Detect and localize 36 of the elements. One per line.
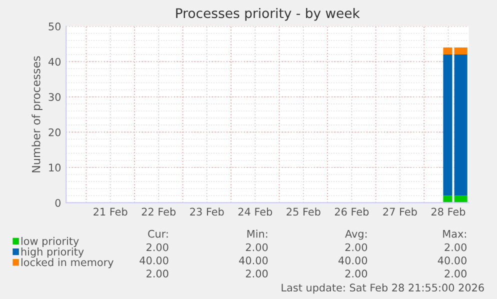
x-tick-label: 21 Feb: [94, 208, 128, 216]
y-tick-label: 20: [48, 128, 61, 136]
x-tick-label: 22 Feb: [142, 208, 176, 216]
x-tick-label: 26 Feb: [334, 208, 369, 216]
text: 2.00: [246, 270, 268, 278]
text: Cur:: [148, 230, 168, 238]
legend-label: low priority: [21, 236, 79, 248]
x-tick-label: 27 Feb: [383, 208, 417, 216]
y-tick-label: 0: [55, 198, 61, 207]
text: 2.00: [444, 270, 466, 278]
y-axis-title: Number of processes: [32, 56, 42, 172]
text: Last update: Sat Feb 28 21:55:00 2026: [282, 283, 484, 294]
x-tick-label: 24 Feb: [238, 208, 272, 216]
text: Min:: [247, 230, 268, 238]
x-tick-label: 25 Feb: [286, 208, 320, 216]
y-tick-label: 40: [48, 58, 61, 66]
x-tick-label: 23 Feb: [190, 208, 224, 216]
text: 2.00: [345, 243, 368, 252]
text: Avg:: [345, 230, 367, 240]
y-tick-label: 30: [48, 93, 61, 101]
text: 2.00: [444, 243, 466, 252]
text: 40.00: [140, 256, 168, 264]
x-tick-label: 28 Feb: [431, 208, 466, 216]
text: Max:: [443, 230, 466, 238]
text: 2.00: [146, 243, 168, 252]
text: 2.00: [345, 270, 368, 278]
y-tick-label: 50: [48, 22, 61, 30]
text: 2.00: [246, 243, 268, 252]
text: 40.00: [239, 256, 268, 264]
legend-label: locked in memory: [21, 258, 114, 268]
y-tick-label: 10: [49, 164, 61, 172]
text: 40.00: [438, 256, 466, 264]
text: 40.00: [338, 256, 368, 264]
text: 2.00: [146, 270, 168, 278]
legend-label: high priority: [21, 248, 84, 258]
chart-title: Processes priority - by week: [176, 8, 360, 21]
